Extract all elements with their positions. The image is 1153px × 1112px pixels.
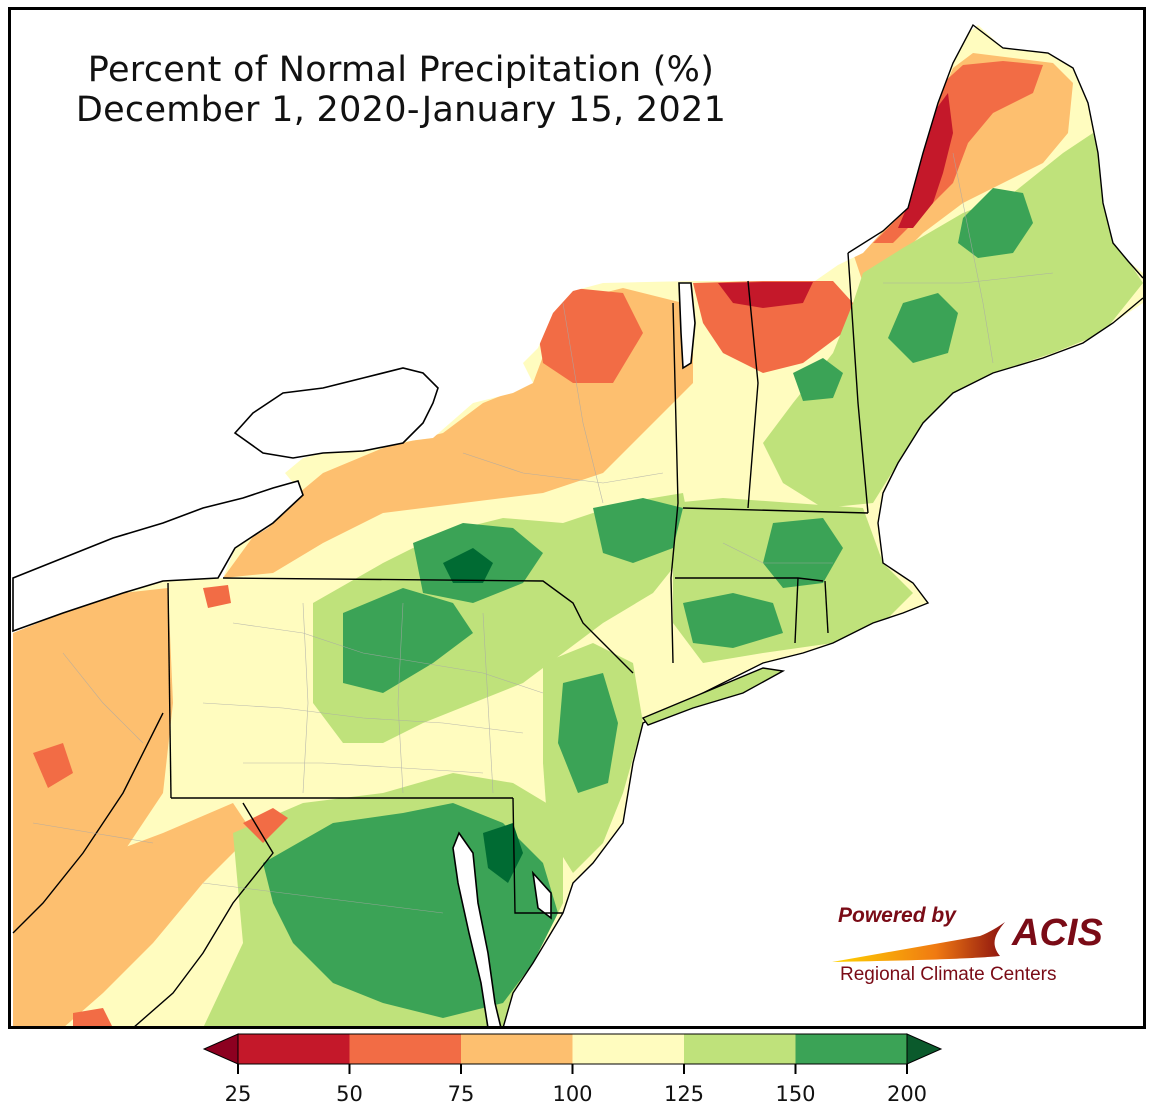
pa-west-border — [167, 582, 172, 799]
precip-west-orange — [13, 588, 173, 923]
precip-ny-darkest — [443, 548, 493, 583]
map-date-range: December 1, 2020-January 15, 2021 — [75, 90, 727, 130]
colorbar-graphic — [202, 1033, 943, 1074]
ri-ma-border — [824, 580, 829, 634]
precip-south-orange — [13, 803, 253, 1026]
colorbar-tick-label: 125 — [663, 1082, 705, 1106]
nh-me-border — [847, 252, 869, 514]
maine-canada-border — [847, 23, 1143, 279]
water-bodies — [12, 282, 696, 1026]
swoosh-logo-graphic — [832, 922, 1005, 962]
precip-ma-dkgreen — [763, 518, 843, 588]
map-title: Percent of Normal Precipitation (%) — [87, 50, 715, 90]
precip-ny-green-band — [313, 493, 693, 743]
state-boundaries — [12, 23, 1143, 1026]
acis-text: ACIS — [1012, 912, 1103, 954]
colorbar-tick-label: 200 — [886, 1082, 928, 1106]
precip-nj-dkgreen — [558, 673, 618, 793]
colorbar-bin-150-200 — [795, 1034, 907, 1064]
map-frame: Percent of Normal Precipitation (%) Dece… — [8, 7, 1146, 1029]
precip-adirondack-red — [533, 288, 643, 383]
precip-oh-red — [33, 743, 73, 788]
precip-maine-deepred — [898, 93, 953, 228]
colorbar-bin-75-100 — [461, 1034, 573, 1064]
colorbar-bin-125-150 — [684, 1034, 796, 1064]
colorbar-tick-label: 50 — [336, 1082, 363, 1106]
ma-north-border — [682, 507, 869, 514]
county-lines — [32, 152, 1054, 914]
precip-nh-deepred — [718, 282, 813, 308]
colorbar-tick-label: 75 — [447, 1082, 475, 1106]
ct-ri-border — [794, 577, 799, 644]
precip-maine-dkgreen-1 — [958, 188, 1033, 258]
ny-ne-border — [670, 302, 679, 664]
precip-hudson-dkgreen — [593, 498, 683, 563]
wv-border — [12, 712, 164, 934]
colorbar-under-arrow — [202, 1033, 239, 1065]
ny-pa-border — [222, 577, 634, 674]
regional-climate-centers-text: Regional Climate Centers — [840, 964, 1057, 985]
long-island — [641, 667, 786, 726]
chesapeake-bay — [452, 831, 502, 1026]
precip-pa-dkgreen — [343, 588, 473, 693]
colorbar-bin-25-50 — [238, 1034, 350, 1064]
lake-champlain — [678, 282, 696, 370]
colorbar-tick-label: 150 — [775, 1082, 816, 1106]
precip-maine-dkgreen-2 — [888, 293, 958, 363]
precip-nh-dkgreen — [793, 358, 843, 401]
precip-vt-nh-red — [693, 281, 853, 373]
precip-ridge-red — [243, 808, 288, 843]
precipitation-map[interactable] — [11, 10, 1143, 1026]
colorbar-tick-label: 25 — [224, 1082, 252, 1106]
precip-ct-dkgreen — [683, 593, 783, 648]
colorbar-bin-50-75 — [349, 1034, 461, 1064]
colorbar-tick-label: 100 — [552, 1082, 593, 1106]
md-de-border — [512, 797, 563, 914]
precip-sw-red — [73, 1008, 113, 1026]
delaware-bay — [531, 870, 552, 920]
acis-logo: Powered by ACIS Regional Climate Centers — [830, 900, 1120, 995]
lake-ontario — [233, 367, 439, 459]
colorbar-legend: 25 50 75 100 125 150 200 — [200, 1030, 945, 1110]
powered-by-text: Powered by — [838, 904, 956, 927]
precip-lake-red — [203, 585, 231, 608]
coastline-ne — [502, 297, 1143, 1026]
colorbar-bin-100-125 — [572, 1034, 684, 1064]
va-border — [134, 802, 274, 1026]
colorbar-over-arrow — [906, 1033, 943, 1065]
lake-erie — [12, 480, 304, 633]
vt-nh-border — [747, 280, 759, 509]
